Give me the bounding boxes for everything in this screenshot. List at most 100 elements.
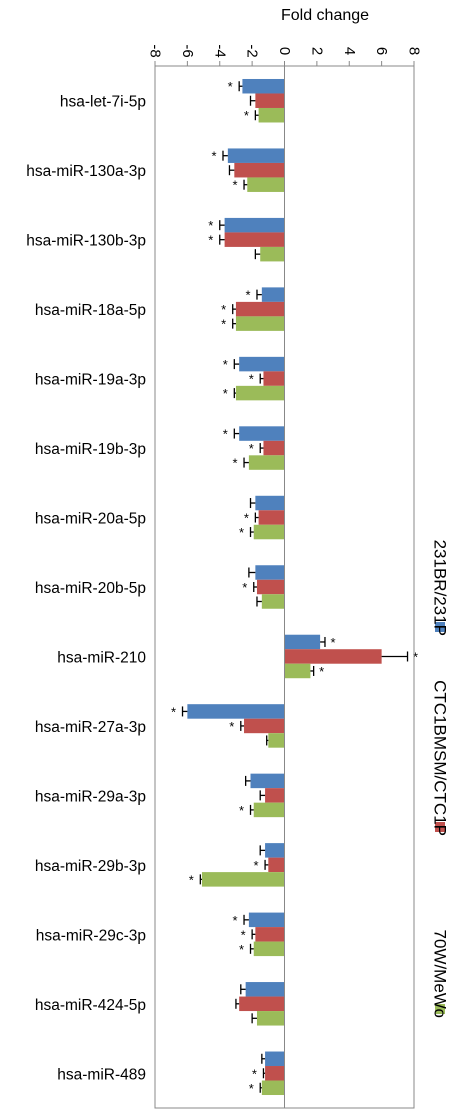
bar — [255, 93, 285, 108]
x-tick-label: 6 — [373, 47, 390, 55]
significance-marker: * — [330, 635, 335, 650]
category-label: hsa-miR-19b-3p — [35, 441, 146, 458]
bar — [224, 217, 285, 233]
significance-marker: * — [239, 525, 244, 540]
significance-marker: * — [211, 149, 216, 164]
legend-label: 70W/MeWo — [431, 930, 450, 1019]
bar — [201, 872, 285, 887]
bar — [250, 773, 285, 789]
bar — [255, 495, 285, 511]
bar — [227, 148, 285, 163]
bar — [284, 649, 382, 664]
bar — [235, 301, 285, 317]
category-label: hsa-miR-20a-5p — [35, 511, 146, 528]
significance-marker: * — [221, 317, 226, 332]
bar — [284, 663, 311, 679]
bar — [268, 857, 285, 873]
bar — [247, 177, 285, 192]
significance-marker: * — [229, 719, 234, 734]
x-tick-label: 8 — [406, 47, 423, 55]
significance-marker: * — [241, 927, 246, 942]
legend-label: CTC1BMSM/CTC1P — [431, 680, 450, 836]
significance-marker: * — [242, 580, 247, 595]
x-axis-label: Fold change — [281, 7, 369, 24]
bar — [284, 634, 321, 650]
category-label: hsa-miR-29c-3p — [36, 927, 146, 944]
significance-marker: * — [223, 386, 228, 401]
significance-marker: * — [254, 858, 259, 873]
x-tick-label: 2 — [308, 47, 325, 55]
significance-marker: * — [233, 178, 238, 193]
bar — [261, 594, 285, 609]
significance-marker: * — [244, 511, 249, 526]
significance-marker: * — [244, 108, 249, 123]
bar — [265, 843, 285, 858]
bar — [261, 287, 285, 302]
significance-marker: * — [413, 649, 418, 664]
category-label: hsa-let-7i-5p — [60, 94, 146, 111]
category-label: hsa-miR-20b-5p — [35, 580, 146, 597]
legend-swatch — [435, 622, 445, 632]
category-label: hsa-miR-29b-3p — [35, 858, 146, 875]
legend-swatch — [435, 1004, 445, 1014]
x-tick-label: 4 — [341, 47, 358, 55]
significance-marker: * — [249, 372, 254, 387]
category-label: hsa-miR-29a-3p — [35, 788, 146, 805]
x-tick-label: -4 — [211, 44, 228, 57]
bar — [235, 385, 285, 401]
bar — [253, 802, 285, 818]
bar — [265, 788, 285, 803]
bar — [256, 579, 285, 595]
bar — [258, 107, 285, 123]
category-labels: hsa-let-7i-5p hsa-miR-130a-3p hsa-miR-130b… — [26, 94, 146, 1084]
category-label: hsa-miR-19a-3p — [35, 372, 146, 389]
bar — [239, 426, 285, 441]
x-tick-label: -6 — [179, 44, 196, 57]
bar — [256, 1011, 285, 1026]
category-label: hsa-miR-210 — [57, 649, 146, 666]
bar — [245, 982, 285, 997]
bar — [258, 510, 285, 525]
significance-marker: * — [319, 664, 324, 679]
legend: 231BR/231P CTC1BMSM/CTC1P 70W/MeWo — [431, 540, 450, 1018]
significance-marker: * — [252, 1066, 257, 1081]
significance-marker: * — [239, 942, 244, 957]
category-label: hsa-miR-27a-3p — [35, 719, 146, 736]
x-tick-label: 0 — [276, 47, 293, 55]
bar — [239, 356, 285, 372]
significance-marker: * — [221, 302, 226, 317]
significance-marker: * — [223, 427, 228, 442]
plot-layer: ******************************* — [171, 78, 418, 1096]
x-tick-label: -2 — [244, 44, 261, 57]
significance-marker: * — [245, 288, 250, 303]
bar — [253, 524, 285, 540]
bar — [248, 912, 285, 928]
bar — [265, 1051, 285, 1067]
significance-marker: * — [239, 803, 244, 818]
significance-marker: * — [208, 233, 213, 248]
category-label: hsa-miR-130a-3p — [26, 163, 146, 180]
category-label: hsa-miR-489 — [57, 1066, 146, 1083]
bar — [242, 78, 285, 94]
bar — [244, 718, 285, 734]
bar — [268, 733, 285, 748]
category-label: hsa-miR-18a-5p — [35, 302, 146, 319]
bar — [255, 565, 285, 580]
bar — [263, 440, 285, 456]
axis-layer: -8 -6 -4 -2 0 2 4 6 8 — [147, 44, 423, 1109]
bar — [253, 941, 285, 957]
bar — [248, 455, 285, 470]
bar — [260, 246, 285, 262]
significance-marker: * — [249, 1081, 254, 1096]
bar — [234, 162, 285, 178]
bar — [239, 996, 285, 1012]
legend-swatch — [435, 822, 445, 832]
category-label: hsa-miR-424-5p — [35, 997, 146, 1014]
x-tick-label: -8 — [147, 44, 164, 57]
significance-marker: * — [249, 441, 254, 456]
significance-marker: * — [233, 456, 238, 471]
significance-marker: * — [223, 357, 228, 372]
bar — [187, 704, 285, 719]
bar — [235, 316, 285, 331]
